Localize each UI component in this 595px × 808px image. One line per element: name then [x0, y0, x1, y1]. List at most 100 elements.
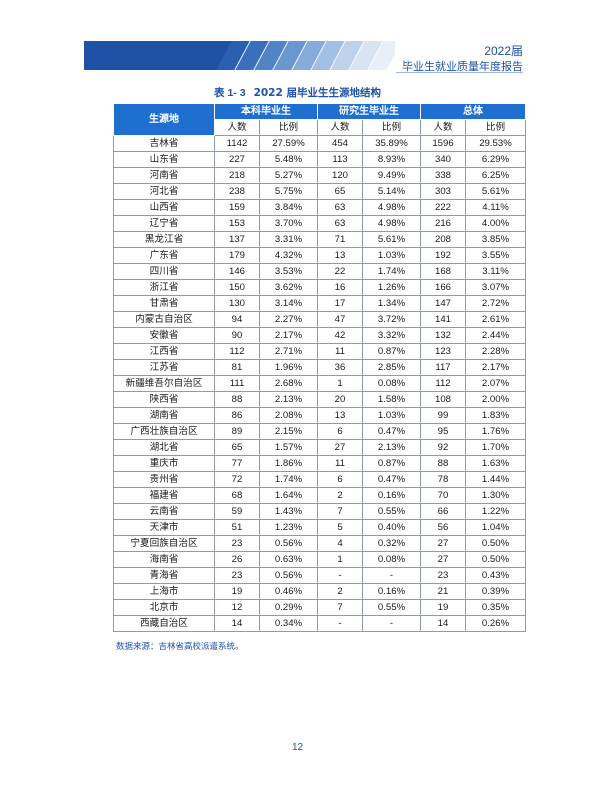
count-cell: 2: [317, 487, 363, 504]
table-caption: 表 1- 3 2022 届毕业生生源地结构: [0, 85, 595, 100]
ratio-cell: 0.50%: [465, 551, 526, 568]
ratio-cell: 8.93%: [362, 151, 421, 168]
count-cell: 141: [420, 311, 466, 328]
count-cell: 78: [420, 471, 466, 488]
ratio-cell: 2.15%: [259, 423, 318, 440]
count-cell: 27: [420, 551, 466, 568]
count-cell: 90: [214, 327, 260, 344]
origin-cell: 上海市: [113, 583, 215, 600]
table-row: 天津市 51 1.23% 5 0.40% 56 1.04%: [113, 519, 526, 536]
origin-cell: 新疆维吾尔自治区: [113, 375, 215, 392]
count-cell: 150: [214, 279, 260, 296]
ratio-cell: 4.98%: [362, 199, 421, 216]
ratio-cell: 2.00%: [465, 391, 526, 408]
ratio-cell: 2.17%: [259, 327, 318, 344]
ratio-cell: 2.71%: [259, 343, 318, 360]
table-row: 湖南省 86 2.08% 13 1.03% 99 1.83%: [113, 407, 526, 424]
ratio-cell: 2.17%: [465, 359, 526, 376]
count-cell: 454: [317, 135, 363, 152]
table-row: 黑龙江省 137 3.31% 71 5.61% 208 3.85%: [113, 231, 526, 248]
group-header-undergrad: 本科毕业生: [214, 103, 318, 120]
ratio-cell: 2.13%: [362, 439, 421, 456]
ratio-cell: 5.48%: [259, 151, 318, 168]
ratio-cell: 0.16%: [362, 487, 421, 504]
ratio-cell: 3.11%: [465, 263, 526, 280]
ratio-cell: 1.86%: [259, 455, 318, 472]
count-cell: 27: [317, 439, 363, 456]
table-row: 重庆市 77 1.86% 11 0.87% 88 1.63%: [113, 455, 526, 472]
count-cell: 22: [317, 263, 363, 280]
origin-cell: 北京市: [113, 599, 215, 616]
count-cell: 7: [317, 599, 363, 616]
data-source-note: 数据来源：吉林省高校派遣系统。: [116, 642, 244, 652]
ratio-cell: 2.13%: [259, 391, 318, 408]
table-row: 宁夏回族自治区 23 0.56% 4 0.32% 27 0.50%: [113, 535, 526, 552]
count-cell: 218: [214, 167, 260, 184]
ratio-cell: 0.39%: [465, 583, 526, 600]
origin-table: 生源地 本科毕业生 研究生毕业生 总体 人数 比例 人数 比例 人数 比例 吉林…: [113, 103, 526, 632]
origin-cell: 海南省: [113, 551, 215, 568]
count-cell: 11: [317, 455, 363, 472]
origin-cell: 山东省: [113, 151, 215, 168]
count-cell: 120: [317, 167, 363, 184]
count-header: 人数: [214, 119, 260, 136]
ratio-cell: 0.26%: [465, 615, 526, 632]
count-cell: 65: [214, 439, 260, 456]
count-header: 人数: [317, 119, 363, 136]
table-row: 江西省 112 2.71% 11 0.87% 123 2.28%: [113, 343, 526, 360]
table-row: 河北省 238 5.75% 65 5.14% 303 5.61%: [113, 183, 526, 200]
header-band: [84, 41, 395, 70]
count-cell: 1142: [214, 135, 260, 152]
count-cell: 208: [420, 231, 466, 248]
count-cell: 13: [317, 247, 363, 264]
origin-cell: 黑龙江省: [113, 231, 215, 248]
ratio-cell: 0.55%: [362, 599, 421, 616]
count-cell: 17: [317, 295, 363, 312]
count-cell: 192: [420, 247, 466, 264]
count-cell: 20: [317, 391, 363, 408]
table-row: 广西壮族自治区 89 2.15% 6 0.47% 95 1.76%: [113, 423, 526, 440]
ratio-cell: 0.56%: [259, 535, 318, 552]
count-cell: 51: [214, 519, 260, 536]
count-cell: 56: [420, 519, 466, 536]
count-cell: 146: [214, 263, 260, 280]
ratio-header: 比例: [362, 119, 421, 136]
table-row: 山西省 159 3.84% 63 4.98% 222 4.11%: [113, 199, 526, 216]
ratio-cell: 1.83%: [465, 407, 526, 424]
count-header: 人数: [420, 119, 466, 136]
origin-cell: 内蒙古自治区: [113, 311, 215, 328]
count-cell: 68: [214, 487, 260, 504]
ratio-cell: 0.35%: [465, 599, 526, 616]
count-cell: 4: [317, 535, 363, 552]
table-row: 甘肃省 130 3.14% 17 1.34% 147 2.72%: [113, 295, 526, 312]
count-cell: 92: [420, 439, 466, 456]
ratio-cell: 3.85%: [465, 231, 526, 248]
ratio-cell: 4.11%: [465, 199, 526, 216]
ratio-cell: 1.34%: [362, 295, 421, 312]
count-cell: 338: [420, 167, 466, 184]
ratio-cell: 0.29%: [259, 599, 318, 616]
count-cell: 23: [214, 535, 260, 552]
count-cell: 132: [420, 327, 466, 344]
ratio-cell: 1.03%: [362, 407, 421, 424]
ratio-cell: 5.14%: [362, 183, 421, 200]
count-cell: 89: [214, 423, 260, 440]
table-title: 2022 届毕业生生源地结构: [253, 87, 381, 99]
ratio-cell: 3.32%: [362, 327, 421, 344]
count-cell: 340: [420, 151, 466, 168]
ratio-cell: 5.61%: [362, 231, 421, 248]
count-cell: 63: [317, 199, 363, 216]
ratio-cell: 3.72%: [362, 311, 421, 328]
count-cell: 5: [317, 519, 363, 536]
count-cell: 16: [317, 279, 363, 296]
table-row: 内蒙古自治区 94 2.27% 47 3.72% 141 2.61%: [113, 311, 526, 328]
count-cell: 123: [420, 343, 466, 360]
ratio-cell: 5.27%: [259, 167, 318, 184]
table-row: 云南省 59 1.43% 7 0.55% 66 1.22%: [113, 503, 526, 520]
ratio-cell: 2.08%: [259, 407, 318, 424]
ratio-cell: 1.74%: [259, 471, 318, 488]
ratio-header: 比例: [259, 119, 318, 136]
count-cell: 14: [420, 615, 466, 632]
count-cell: 59: [214, 503, 260, 520]
ratio-cell: 3.84%: [259, 199, 318, 216]
